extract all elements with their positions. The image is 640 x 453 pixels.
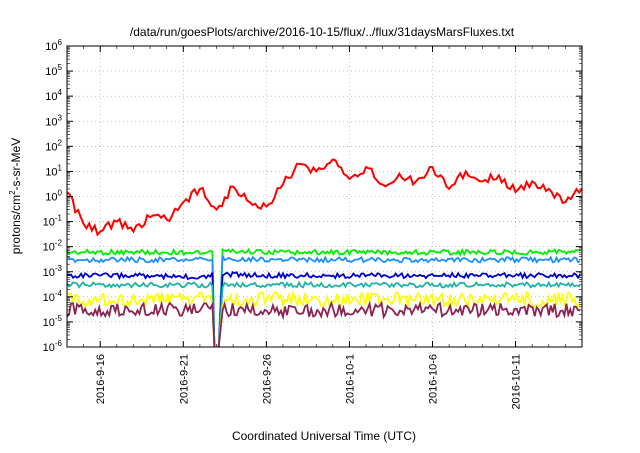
y-tick-label: 105 [45,63,62,78]
series-6 [66,300,581,348]
y-tick-label: 103 [45,113,62,128]
series-3 [66,271,581,348]
y-tick-label: 10-3 [43,264,63,279]
y-tick-label: 10-2 [43,239,63,254]
series-line [217,280,581,348]
y-tick-label: 102 [45,138,62,153]
y-tick-label: 10-4 [43,289,63,304]
y-tick-label: 101 [45,163,62,178]
series-line [217,247,581,348]
y-tick-label: 10-6 [43,339,63,354]
x-tick-label: 2016-9-26 [261,354,273,404]
y-axis-label: protons/cm2-s-sr-MeV [8,138,23,254]
y-tick-label: 10-5 [43,314,63,329]
series-line [217,289,581,348]
series-line [217,271,581,348]
series-4 [66,280,581,348]
y-tick-label: 104 [45,88,62,103]
series-0 [66,158,583,237]
series-5 [66,289,581,348]
series-line [66,271,216,348]
series-line [66,255,216,348]
series-line [66,290,216,348]
y-tick-label: 100 [45,189,62,204]
x-tick-label: 2016-10-6 [427,354,439,404]
x-tick-label: 2016-9-16 [95,354,107,404]
series-line [66,247,216,348]
x-axis-label: Coordinated Universal Time (UTC) [232,429,416,443]
y-tick-label: 106 [45,38,62,53]
chart-title: /data/run/goesPlots/archive/2016-10-15/f… [130,25,515,39]
series-line [66,158,583,237]
series-group [66,158,583,348]
x-axis: 2016-9-16 2016-9-21 2016-9-26 2016-10-1 2016… [66,46,583,409]
series-1 [66,247,581,348]
series-line [66,300,216,348]
series-2 [66,255,581,348]
y-axis: 10-6 10-5 10-4 10-3 10-2 10-1 100 101 102 103 104 1… [43,38,582,354]
y-tick-label: 10-1 [43,214,63,229]
x-tick-label: 2016-10-1 [344,354,356,404]
series-line [217,255,581,348]
x-tick-label: 2016-10-11 [511,354,523,409]
series-line [66,281,216,348]
x-tick-label: 2016-9-21 [178,354,190,404]
series-line [217,300,581,348]
